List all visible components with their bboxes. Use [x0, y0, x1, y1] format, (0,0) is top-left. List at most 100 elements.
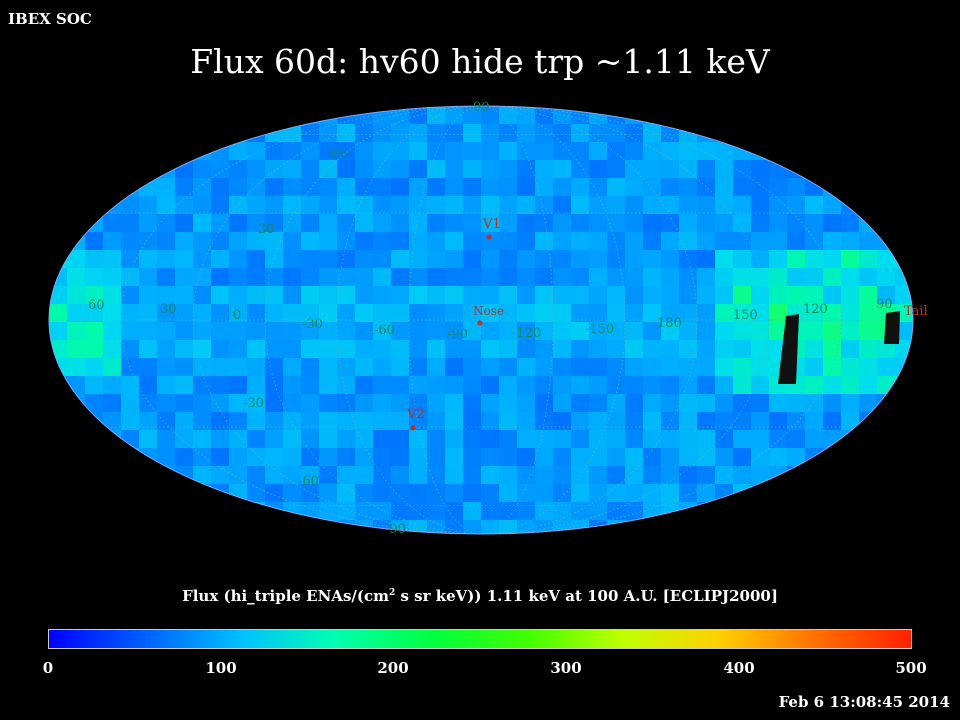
flux-pixel — [247, 322, 266, 341]
flux-pixel — [409, 322, 428, 341]
flux-pixel — [643, 214, 662, 233]
flux-pixel — [733, 394, 752, 413]
flux-pixel — [535, 232, 554, 251]
flux-pixel — [373, 430, 392, 449]
flux-pixel — [679, 142, 698, 161]
flux-pixel — [751, 484, 770, 503]
flux-pixel — [391, 142, 410, 161]
flux-pixel — [877, 286, 896, 305]
flux-pixel — [427, 376, 446, 395]
flux-pixel — [157, 394, 176, 413]
flux-pixel — [265, 250, 284, 269]
flux-pixel — [247, 340, 266, 359]
flux-pixel — [607, 286, 626, 305]
flux-pixel — [895, 358, 913, 377]
flux-pixel — [553, 304, 572, 323]
flux-pixel — [769, 250, 788, 269]
flux-pixel — [319, 358, 338, 377]
flux-pixel — [427, 124, 446, 143]
flux-pixel — [301, 250, 320, 269]
marker-nose-label: Nose — [473, 304, 504, 318]
flux-pixel — [175, 430, 194, 449]
flux-pixel — [193, 412, 212, 431]
flux-pixel — [301, 412, 320, 431]
flux-pixel — [103, 196, 122, 215]
flux-pixel — [301, 268, 320, 287]
flux-pixel — [823, 178, 842, 197]
flux-pixel — [823, 304, 842, 323]
flux-pixel — [877, 268, 896, 287]
flux-pixel — [427, 160, 446, 179]
flux-pixel — [571, 430, 590, 449]
flux-pixel — [103, 286, 122, 305]
flux-pixel — [499, 340, 518, 359]
flux-pixel — [823, 196, 842, 215]
flux-pixel — [535, 376, 554, 395]
flux-pixel — [337, 358, 356, 377]
flux-pixel — [319, 484, 338, 503]
flux-pixel — [535, 340, 554, 359]
flux-pixel — [589, 394, 608, 413]
flux-pixel — [535, 160, 554, 179]
flux-pixel — [751, 232, 770, 251]
flux-pixel — [193, 466, 212, 485]
flux-pixel — [769, 322, 788, 341]
flux-pixel — [391, 286, 410, 305]
flux-pixel — [265, 340, 284, 359]
flux-pixel — [319, 430, 338, 449]
flux-pixel — [283, 286, 302, 305]
flux-pixel — [355, 484, 374, 503]
flux-pixel — [481, 358, 500, 377]
flux-pixel — [661, 340, 680, 359]
flux-pixel — [661, 484, 680, 503]
lat-label-neg90: -90 — [385, 522, 406, 537]
flux-pixel — [859, 340, 878, 359]
flux-pixel — [355, 502, 374, 521]
flux-pixel — [859, 394, 878, 413]
flux-pixel — [301, 178, 320, 197]
flux-pixel — [607, 484, 626, 503]
flux-pixel — [301, 466, 320, 485]
flux-pixel — [805, 394, 824, 413]
flux-pixel — [733, 160, 752, 179]
flux-pixel — [499, 448, 518, 467]
flux-pixel — [337, 484, 356, 503]
flux-pixel — [139, 214, 158, 233]
flux-pixel — [697, 214, 716, 233]
flux-pixel — [319, 250, 338, 269]
flux-pixel — [661, 304, 680, 323]
flux-pixel — [265, 268, 284, 287]
flux-pixel — [823, 214, 842, 233]
flux-pixel — [733, 142, 752, 161]
flux-pixel — [571, 214, 590, 233]
flux-pixel — [481, 520, 500, 534]
flux-pixel — [337, 376, 356, 395]
flux-pixel — [859, 214, 878, 233]
flux-pixel — [157, 160, 176, 179]
flux-pixel — [859, 286, 878, 305]
flux-pixel — [337, 232, 356, 251]
flux-pixel — [679, 232, 698, 251]
flux-pixel — [589, 214, 608, 233]
flux-pixel — [283, 232, 302, 251]
flux-pixel — [463, 322, 482, 341]
flux-pixel — [373, 178, 392, 197]
flux-pixel — [355, 160, 374, 179]
flux-pixel — [49, 376, 68, 395]
flux-pixel — [391, 214, 410, 233]
flux-pixel — [751, 412, 770, 431]
flux-pixel — [607, 232, 626, 251]
flux-pixel — [121, 430, 140, 449]
flux-pixel — [463, 394, 482, 413]
flux-pixel — [121, 214, 140, 233]
flux-pixel — [553, 214, 572, 233]
flux-pixel — [535, 394, 554, 413]
flux-pixel — [517, 448, 536, 467]
flux-pixel — [697, 358, 716, 377]
flux-pixel — [103, 340, 122, 359]
flux-pixel — [463, 196, 482, 215]
flux-pixel — [787, 448, 806, 467]
flux-pixel — [301, 430, 320, 449]
flux-pixel — [841, 376, 860, 395]
flux-pixel — [175, 196, 194, 215]
